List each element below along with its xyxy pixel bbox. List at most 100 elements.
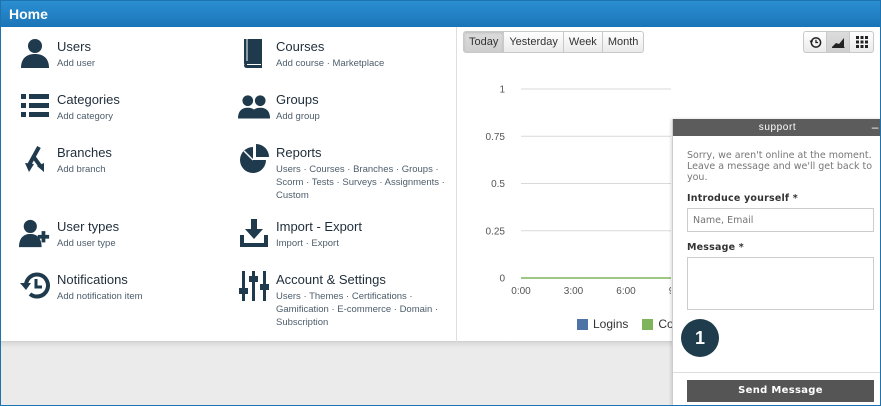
menu-item-links: Users · Themes · Certifications · Gamifi… (276, 290, 456, 329)
send-message-button[interactable]: Send Message (687, 380, 874, 402)
menu-link[interactable]: Surveys (342, 177, 377, 188)
legend-label-completions: Co (658, 317, 674, 331)
menu-link[interactable]: Add course (276, 58, 325, 69)
menu-item-groups: Groups Add group (237, 90, 456, 124)
name-email-input[interactable] (687, 208, 874, 232)
link-separator: · (300, 291, 310, 302)
menu-link[interactable]: Marketplace (332, 58, 385, 69)
x-tick-label: 0:00 (511, 286, 531, 297)
menu-item-title[interactable]: Users (57, 39, 91, 54)
menu-link[interactable]: Courses (309, 164, 345, 175)
tab-today[interactable]: Today (464, 32, 505, 52)
link-separator: · (333, 177, 343, 188)
menu-link[interactable]: Assignments (384, 177, 440, 188)
menu-item-links: Add group (276, 110, 456, 123)
menu-link[interactable]: Groups (401, 164, 433, 175)
menu-item-links: Users · Courses · Branches · Groups · Sc… (276, 163, 456, 202)
menu-link[interactable]: Export (311, 238, 339, 249)
menu-item-links: Add user type (57, 237, 237, 250)
menu-link[interactable]: Add category (57, 111, 113, 122)
link-separator: · (324, 58, 333, 69)
menu-item-title[interactable]: Groups (276, 92, 319, 107)
menu-item-title[interactable]: Courses (276, 39, 325, 54)
link-separator: · (406, 291, 413, 302)
menu-link[interactable]: Subscription (276, 317, 329, 328)
menu-item-reports: Reports Users · Courses · Branches · Grou… (237, 143, 456, 202)
menu-item-title[interactable]: User types (57, 219, 120, 234)
menu-item-account-settings: Account & Settings Users · Themes · Certi… (237, 270, 456, 329)
menu-item-text: User types Add user type (57, 217, 237, 251)
activity-chart: 1 0.75 0.5 0.25 0 0:00 3:00 6:00 9:00 (486, 85, 671, 297)
step-badge: 1 (681, 319, 719, 357)
view-buttons (803, 31, 874, 53)
menu-link[interactable]: Users (276, 291, 301, 302)
menu-link[interactable]: Branches (353, 164, 394, 175)
tab-yesterday[interactable]: Yesterday (504, 32, 564, 52)
menu-link[interactable]: Import (276, 238, 303, 249)
menu-item-title[interactable]: Account & Settings (276, 272, 386, 287)
menu-link[interactable]: Add group (276, 111, 320, 122)
x-tick-label: 3:00 (564, 286, 584, 297)
menu-item-text: Courses Add course · Marketplace (276, 37, 456, 71)
menu-item-title[interactable]: Reports (276, 145, 322, 160)
menu-link[interactable]: Certifications (351, 291, 407, 302)
menu-item-text: Branches Add branch (57, 143, 237, 177)
legend-label-logins: Logins (593, 317, 629, 331)
menu-item-links: Add course · Marketplace (276, 57, 456, 70)
menu-item-title[interactable]: Import - Export (276, 219, 362, 234)
link-separator: · (303, 177, 312, 188)
menu-link[interactable]: Add user type (57, 238, 116, 249)
sliders-icon (237, 270, 271, 304)
menu-item-categories: Categories Add category (18, 90, 237, 124)
list-icon (18, 90, 52, 124)
menu-item-text: Account & Settings Users · Themes · Certi… (276, 270, 456, 329)
support-title: support (758, 122, 797, 133)
y-tick-label: 0 (499, 274, 505, 285)
menu-item-courses: Courses Add course · Marketplace (237, 37, 456, 71)
menu-link[interactable]: Gamification (276, 304, 329, 315)
menu-link[interactable]: Scorm (276, 177, 304, 188)
menu-link[interactable]: Add user (57, 58, 96, 69)
user-add-icon (18, 217, 52, 251)
y-tick-label: 0.5 (491, 179, 505, 190)
history-icon (18, 270, 52, 304)
group-icon (237, 90, 271, 124)
menu-link[interactable]: Themes (309, 291, 344, 302)
minimize-button[interactable]: – (871, 120, 879, 134)
support-header: support – (673, 119, 880, 136)
panel-divider (456, 27, 457, 342)
link-separator: · (432, 164, 439, 175)
history-view-button[interactable] (804, 32, 827, 52)
menu-item-text: Categories Add category (57, 90, 237, 124)
menu-link[interactable]: E-commerce (337, 304, 392, 315)
message-label: Message * (687, 242, 744, 253)
menu-link[interactable]: Custom (276, 190, 309, 201)
menu-link[interactable]: Users (276, 164, 301, 175)
x-tick-label: 6:00 (616, 286, 636, 297)
menu-link[interactable]: Add notification item (57, 291, 143, 302)
support-chat-widget: support – Sorry, we aren't online at the… (672, 119, 880, 405)
branch-icon (18, 143, 52, 177)
grid-view-button[interactable] (850, 32, 873, 52)
link-separator: · (393, 164, 402, 175)
history-icon (808, 36, 821, 48)
area-chart-icon (832, 38, 845, 48)
menu-item-import-export: Import - Export Import · Export (237, 217, 456, 251)
menu-item-title[interactable]: Branches (57, 145, 112, 160)
menu-item-text: Import - Export Import · Export (276, 217, 456, 251)
tab-month[interactable]: Month (607, 36, 639, 48)
menu-link[interactable]: Add branch (57, 164, 106, 175)
menu-link[interactable]: Domain (399, 304, 433, 315)
link-separator: · (391, 304, 400, 315)
intro-label: Introduce yourself * (687, 193, 798, 204)
panel-shadow (1, 342, 880, 348)
menu-item-title[interactable]: Categories (57, 92, 120, 107)
chart-view-button[interactable] (827, 32, 850, 52)
menu-link[interactable]: Tests (311, 177, 334, 188)
y-tick-label: 0.75 (486, 132, 506, 143)
import-icon (237, 217, 271, 251)
tab-week[interactable]: Week (564, 32, 603, 52)
message-textarea[interactable] (687, 257, 874, 310)
link-separator: · (376, 177, 385, 188)
menu-item-title[interactable]: Notifications (57, 272, 128, 287)
